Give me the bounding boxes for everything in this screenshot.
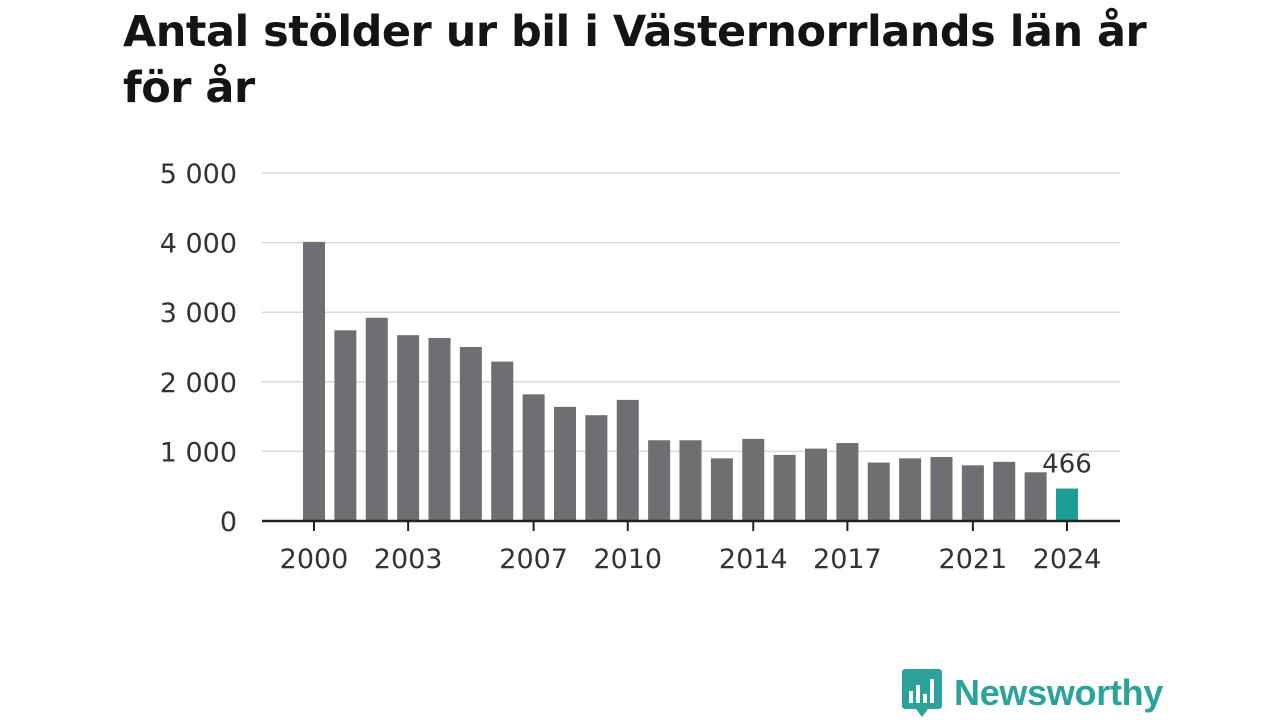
bar-2019 bbox=[899, 458, 922, 521]
x-tick-label: 2021 bbox=[939, 544, 1008, 575]
bar-2014 bbox=[742, 438, 765, 521]
bar-2005 bbox=[459, 347, 482, 521]
bar-2011 bbox=[648, 440, 671, 521]
gridlines bbox=[262, 172, 1120, 453]
data-labels: 466 bbox=[1042, 450, 1092, 480]
bar-2018 bbox=[867, 462, 890, 521]
bar-2023 bbox=[1024, 472, 1047, 521]
data-label-highlight: 466 bbox=[1042, 450, 1092, 480]
bars bbox=[303, 241, 1078, 522]
y-tick-label: 4 000 bbox=[160, 229, 237, 260]
bar-2016 bbox=[805, 448, 827, 521]
newsworthy-logo-icon bbox=[902, 669, 942, 717]
y-axis-labels: 0 1 000 2 000 3 000 4 000 5 000 bbox=[160, 159, 237, 538]
bar-2010 bbox=[616, 399, 639, 521]
x-axis: 2000 2003 2007 2010 2014 2017 2021 2024 bbox=[262, 519, 1120, 575]
newsworthy-logo: Newsworthy bbox=[902, 668, 1163, 718]
bar-2002 bbox=[365, 317, 388, 521]
y-tick-label: 1 000 bbox=[160, 437, 237, 468]
bar-2012 bbox=[679, 440, 702, 521]
bar-2004 bbox=[428, 337, 451, 521]
x-tick-label: 2000 bbox=[280, 544, 349, 575]
x-tick-label: 2014 bbox=[719, 544, 788, 575]
y-tick-label: 3 000 bbox=[160, 298, 237, 329]
bar-2017 bbox=[836, 443, 859, 521]
y-tick-label: 0 bbox=[220, 507, 237, 538]
bar-2001 bbox=[334, 330, 357, 521]
x-tick-label: 2017 bbox=[813, 544, 882, 575]
x-tick-label: 2003 bbox=[374, 544, 443, 575]
bar-2015 bbox=[773, 454, 796, 521]
x-tick-label: 2007 bbox=[499, 544, 568, 575]
y-tick-label: 5 000 bbox=[160, 159, 237, 190]
bar-2006 bbox=[491, 361, 514, 521]
bar-2000 bbox=[303, 241, 325, 522]
bar-2013 bbox=[710, 458, 733, 521]
y-tick-label: 2 000 bbox=[160, 368, 237, 399]
bar-2021 bbox=[961, 465, 984, 521]
x-tick-label: 2024 bbox=[1033, 544, 1102, 575]
bar-2022 bbox=[993, 461, 1016, 521]
bar-2020 bbox=[930, 456, 953, 521]
brand-name: Newsworthy bbox=[954, 672, 1164, 713]
bar-2008 bbox=[554, 406, 576, 521]
x-tick-label: 2010 bbox=[593, 544, 662, 575]
bar-2003 bbox=[397, 335, 420, 521]
bar-2007 bbox=[522, 394, 545, 521]
chart-title: Antal stölder ur bil i Västernorrlands l… bbox=[123, 7, 1147, 113]
bar-2009 bbox=[585, 415, 608, 521]
bar-2024 bbox=[1056, 488, 1078, 521]
